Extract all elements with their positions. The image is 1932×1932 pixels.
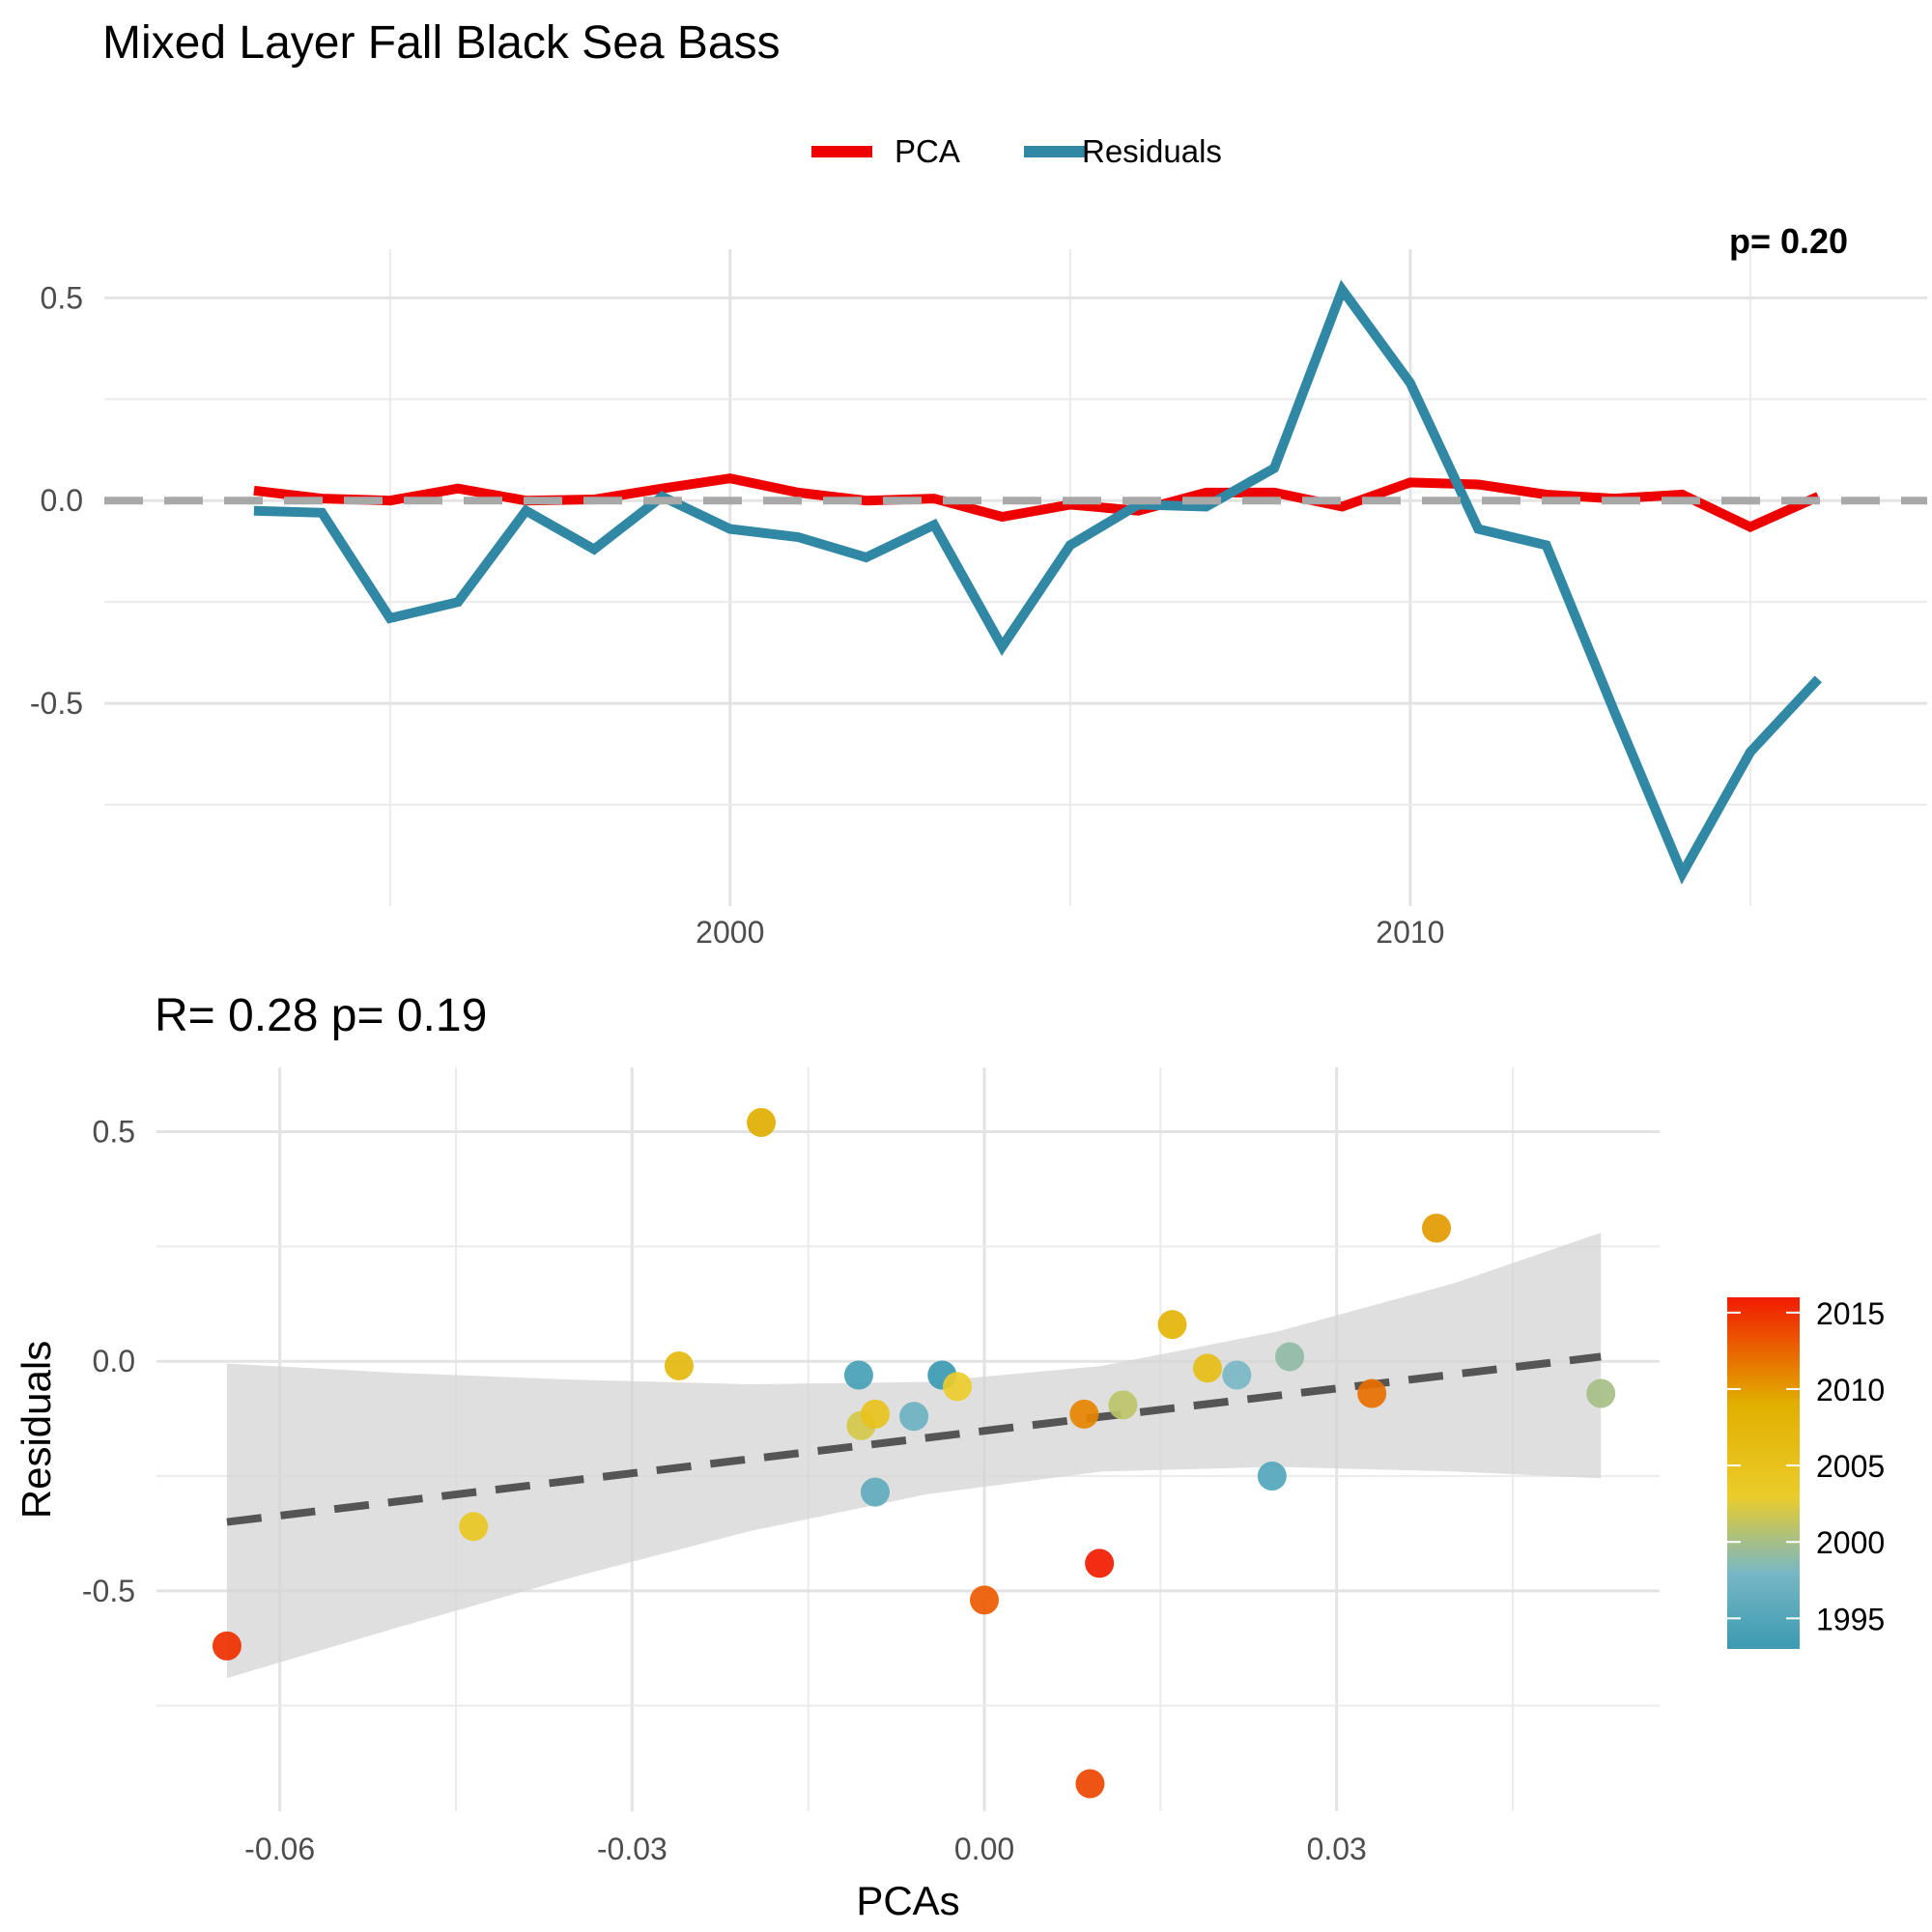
scatter-points xyxy=(212,1108,1616,1799)
x-axis-title: PCAs xyxy=(856,1878,959,1923)
x-tick-label: -0.03 xyxy=(597,1832,668,1866)
scatter-axis-labels: -0.06 -0.03 0.00 0.03 0.5 0.0 -0.5 xyxy=(82,1115,1367,1866)
scatter-point xyxy=(1069,1399,1099,1429)
scatter-point xyxy=(1222,1360,1252,1390)
scatter-point xyxy=(1357,1378,1387,1408)
colorbar-label: 2000 xyxy=(1816,1525,1885,1560)
figure-title: Mixed Layer Fall Black Sea Bass xyxy=(102,17,781,69)
scatter-point xyxy=(664,1350,694,1380)
series-line-pca xyxy=(253,473,1821,533)
scatter-point xyxy=(899,1402,929,1432)
scatter-point xyxy=(1192,1353,1222,1383)
legend-label-residuals: Residuals xyxy=(1082,133,1222,169)
colorbar-label: 2010 xyxy=(1816,1373,1885,1407)
scatter-point xyxy=(1085,1548,1115,1578)
scatter-point xyxy=(1586,1378,1616,1408)
scatter-point xyxy=(747,1108,777,1138)
y-tick-label: -0.5 xyxy=(82,1574,135,1608)
legend: PCA Residuals xyxy=(811,133,1222,169)
line-chart-axis-labels: 2000 2010 0.5 0.0 -0.5 xyxy=(30,280,1445,950)
colorbar-ticks: 2015 2010 2005 2000 1995 xyxy=(1727,1296,1885,1636)
scatter-point xyxy=(1108,1390,1138,1420)
scatter-point xyxy=(459,1512,489,1542)
scatter-point xyxy=(943,1372,973,1402)
y-tick-label: 0.0 xyxy=(93,1344,135,1378)
legend-label-pca: PCA xyxy=(895,133,960,169)
scatter-point xyxy=(212,1631,242,1661)
y-tick-label: -0.5 xyxy=(30,686,83,721)
line-chart-grid xyxy=(104,249,1927,906)
y-axis-title: Residuals xyxy=(14,1341,59,1519)
y-tick-label: 0.0 xyxy=(41,483,83,518)
scatter-point xyxy=(1257,1462,1287,1492)
line-chart-series xyxy=(253,279,1822,885)
scatter-point xyxy=(843,1360,873,1390)
scatter-chart-panel: -0.06 -0.03 0.00 0.03 0.5 0.0 -0.5 xyxy=(82,1067,1660,1866)
colorbar-label: 2015 xyxy=(1816,1296,1885,1331)
x-tick-label: 0.03 xyxy=(1307,1832,1367,1866)
scatter-point xyxy=(860,1399,890,1429)
colorbar-legend: 2015 2010 2005 2000 1995 xyxy=(1727,1296,1885,1649)
series-line-residuals xyxy=(253,279,1822,885)
scatter-title: R= 0.28 p= 0.19 xyxy=(155,990,487,1041)
scatter-point xyxy=(1075,1769,1105,1799)
scatter-point xyxy=(1422,1213,1452,1243)
scatter-point xyxy=(970,1585,1000,1615)
y-tick-label: 0.5 xyxy=(93,1115,135,1150)
scatter-point xyxy=(1157,1310,1187,1340)
colorbar-label: 1995 xyxy=(1816,1602,1885,1636)
scatter-point xyxy=(1275,1342,1305,1372)
line-chart-panel: 2000 2010 0.5 0.0 -0.5 p= 0.20 xyxy=(30,221,1927,950)
colorbar-label: 2005 xyxy=(1816,1449,1885,1484)
x-tick-label: 2010 xyxy=(1376,915,1444,950)
x-tick-label: 0.00 xyxy=(954,1832,1014,1866)
top-corner-annotation: p= 0.20 xyxy=(1729,221,1848,261)
confidence-band xyxy=(226,1233,1602,1679)
scatter-point xyxy=(860,1477,890,1507)
y-tick-label: 0.5 xyxy=(41,280,83,315)
colorbar-gradient xyxy=(1727,1297,1800,1649)
x-tick-label: -0.06 xyxy=(244,1832,315,1866)
x-tick-label: 2000 xyxy=(696,915,764,950)
